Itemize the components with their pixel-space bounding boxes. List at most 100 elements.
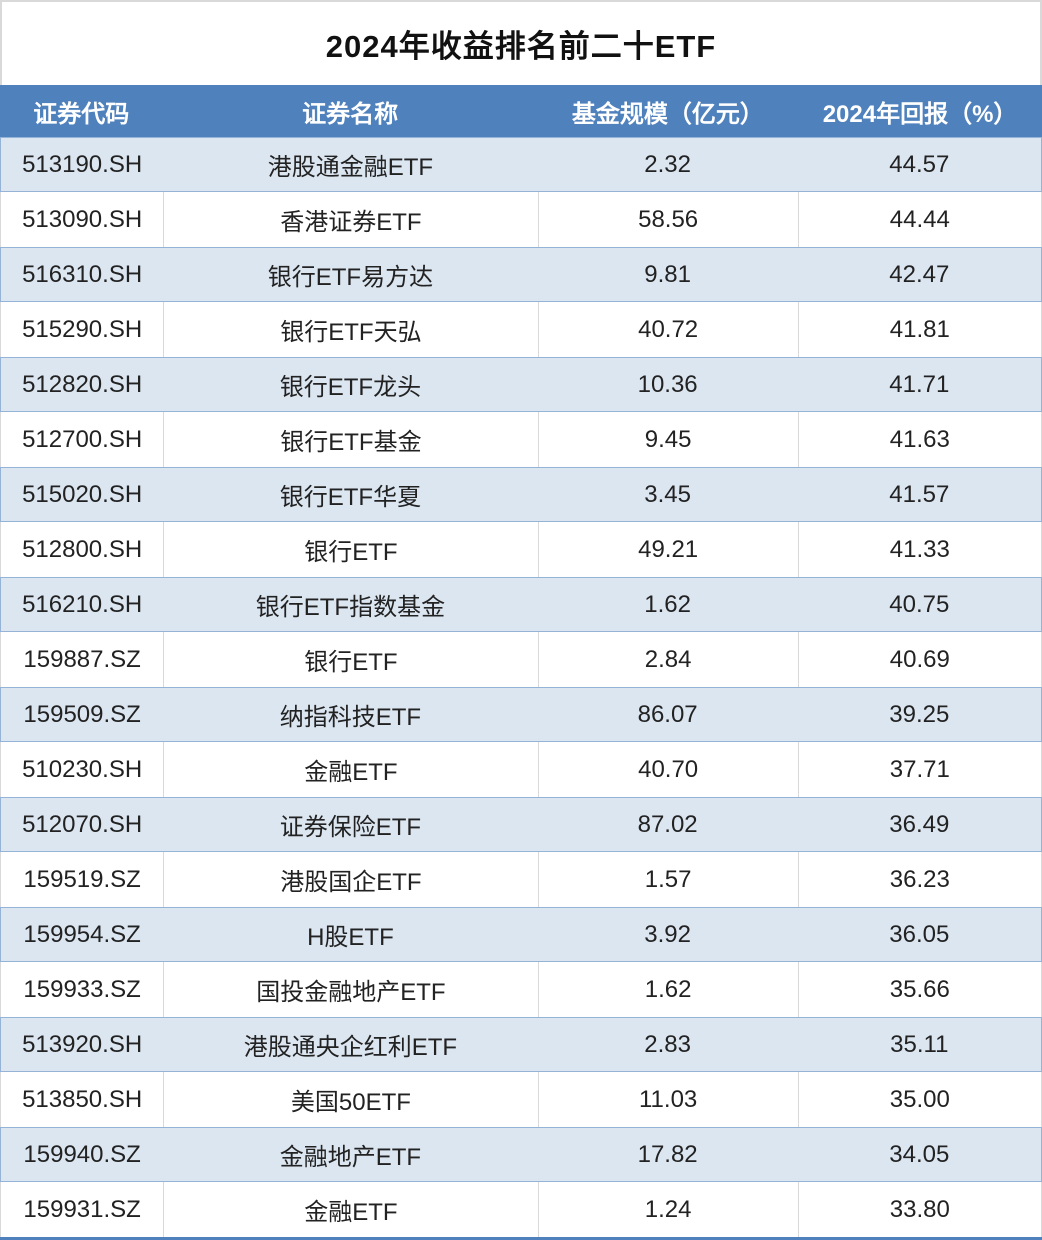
cell-return-2024: 44.44 (797, 192, 1041, 247)
table-row: 513090.SH 香港证券ETF 58.56 44.44 (0, 192, 1042, 247)
header-security-name: 证券名称 (302, 100, 399, 128)
cell-fund-size: 1.62 (537, 962, 798, 1017)
cell-security-name: 证券保险ETF (279, 814, 422, 841)
table-row: 159887.SZ 银行ETF 2.84 40.69 (0, 632, 1042, 687)
cell-security-name: 港股通央企红利ETF (243, 1034, 458, 1061)
cell-fund-size: 49.21 (537, 522, 798, 577)
cell-return-2024: 33.80 (797, 1182, 1041, 1237)
cell-return-2024: 36.23 (797, 852, 1041, 907)
cell-security-code: 513920.SH (22, 1030, 143, 1058)
cell-fund-size: 10.36 (637, 370, 698, 398)
header-fund-size: 基金规模（亿元） (571, 100, 764, 128)
cell-security-code: 159954.SZ (23, 920, 141, 948)
cell-return-2024: 35.11 (890, 1030, 949, 1058)
header-security-code: 证券代码 (33, 100, 130, 128)
cell-fund-size: 11.03 (537, 1072, 798, 1127)
header-return-2024: 2024年回报（%） (822, 100, 1018, 128)
table-row: 512800.SH 银行ETF 49.21 41.33 (0, 522, 1042, 577)
cell-return-2024: 39.25 (889, 700, 950, 728)
table-row: 513920.SH 港股通央企红利ETF 2.83 35.11 (0, 1017, 1042, 1072)
cell-fund-size: 40.72 (537, 302, 798, 357)
cell-security-name: 纳指科技ETF (279, 704, 422, 731)
cell-return-2024: 36.49 (889, 810, 950, 838)
cell-security-name: 银行ETF天弘 (163, 302, 537, 357)
page-title: 2024年收益排名前二十ETF (0, 0, 1042, 85)
cell-security-code: 512700.SH (22, 425, 143, 453)
cell-security-name: 港股国企ETF (163, 852, 537, 907)
cell-security-code: 159887.SZ (23, 645, 141, 673)
cell-return-2024: 41.63 (797, 412, 1041, 467)
cell-security-code: 159940.SZ (23, 1140, 141, 1168)
cell-return-2024: 35.66 (797, 962, 1041, 1017)
cell-return-2024: 41.81 (797, 302, 1041, 357)
cell-security-code: 516210.SH (22, 590, 143, 618)
cell-security-code: 515290.SH (22, 315, 143, 343)
cell-security-name: 银行ETF龙头 (279, 374, 422, 401)
table-row: 515290.SH 银行ETF天弘 40.72 41.81 (0, 302, 1042, 357)
table-row: 159509.SZ 纳指科技ETF 86.07 39.25 (0, 687, 1042, 742)
cell-security-name: 银行ETF基金 (163, 412, 537, 467)
cell-security-name: 银行ETF指数基金 (255, 594, 446, 621)
cell-security-name: 美国50ETF (163, 1072, 537, 1127)
cell-return-2024: 40.75 (889, 590, 950, 618)
cell-security-name: 银行ETF易方达 (267, 264, 434, 291)
cell-fund-size: 87.02 (637, 810, 698, 838)
table-header: 证券代码 证券名称 基金规模（亿元） 2024年回报（%） (0, 85, 1042, 137)
cell-fund-size: 1.62 (644, 590, 691, 618)
cell-fund-size: 17.82 (637, 1140, 698, 1168)
table-row: 512700.SH 银行ETF基金 9.45 41.63 (0, 412, 1042, 467)
table-row: 159954.SZ H股ETF 3.92 36.05 (0, 907, 1042, 962)
table-row: 510230.SH 金融ETF 40.70 37.71 (0, 742, 1042, 797)
cell-return-2024: 40.69 (797, 632, 1041, 687)
table-row: 512820.SH 银行ETF龙头 10.36 41.71 (0, 357, 1042, 412)
cell-fund-size: 3.45 (644, 480, 691, 508)
cell-security-name: 港股通金融ETF (267, 154, 434, 181)
cell-fund-size: 40.70 (537, 742, 798, 797)
table-row: 159931.SZ 金融ETF 1.24 33.80 (0, 1182, 1042, 1237)
table-row: 512070.SH 证券保险ETF 87.02 36.49 (0, 797, 1042, 852)
cell-security-code: 516310.SH (22, 260, 143, 288)
table-row: 516310.SH 银行ETF易方达 9.81 42.47 (0, 247, 1042, 302)
cell-fund-size: 3.92 (644, 920, 691, 948)
cell-return-2024: 37.71 (797, 742, 1041, 797)
cell-return-2024: 44.57 (889, 150, 950, 178)
cell-return-2024: 36.05 (889, 920, 950, 948)
cell-return-2024: 35.00 (797, 1072, 1041, 1127)
table-row: 516210.SH 银行ETF指数基金 1.62 40.75 (0, 577, 1042, 632)
table-row: 159940.SZ 金融地产ETF 17.82 34.05 (0, 1127, 1042, 1182)
cell-security-code: 513090.SH (22, 205, 143, 233)
cell-security-code: 513190.SH (22, 150, 143, 178)
cell-security-code: 159509.SZ (23, 700, 141, 728)
cell-fund-size: 2.83 (644, 1030, 691, 1058)
cell-return-2024: 41.71 (889, 370, 950, 398)
cell-fund-size: 9.45 (537, 412, 798, 467)
cell-security-name: 银行ETF (163, 632, 537, 687)
table-row: 159933.SZ 国投金融地产ETF 1.62 35.66 (0, 962, 1042, 1017)
cell-return-2024: 34.05 (889, 1140, 950, 1168)
cell-security-name: 国投金融地产ETF (163, 962, 537, 1017)
cell-security-code: 159933.SZ (23, 975, 141, 1003)
cell-fund-size: 9.81 (644, 260, 691, 288)
cell-fund-size: 1.57 (537, 852, 798, 907)
cell-return-2024: 41.33 (797, 522, 1041, 577)
cell-security-name: 银行ETF (163, 522, 537, 577)
cell-security-name: 金融ETF (163, 742, 537, 797)
cell-security-name: 香港证券ETF (163, 192, 537, 247)
cell-fund-size: 2.32 (644, 150, 691, 178)
table-body: 513190.SH 港股通金融ETF 2.32 44.57 513090.SH 香港证券E… (0, 137, 1042, 1237)
cell-security-name: 银行ETF华夏 (279, 484, 422, 511)
cell-security-name: 金融ETF (163, 1182, 537, 1237)
cell-fund-size: 58.56 (537, 192, 798, 247)
cell-fund-size: 86.07 (637, 700, 698, 728)
cell-security-code: 512820.SH (22, 370, 143, 398)
cell-fund-size: 1.24 (537, 1182, 798, 1237)
cell-security-code: 159519.SZ (23, 865, 141, 893)
cell-security-code: 515020.SH (22, 480, 143, 508)
cell-security-code: 513850.SH (22, 1085, 143, 1113)
cell-fund-size: 2.84 (537, 632, 798, 687)
cell-security-name: 金融地产ETF (279, 1144, 422, 1171)
table-row: 513850.SH 美国50ETF 11.03 35.00 (0, 1072, 1042, 1127)
cell-return-2024: 41.57 (889, 480, 950, 508)
table-row: 159519.SZ 港股国企ETF 1.57 36.23 (0, 852, 1042, 907)
